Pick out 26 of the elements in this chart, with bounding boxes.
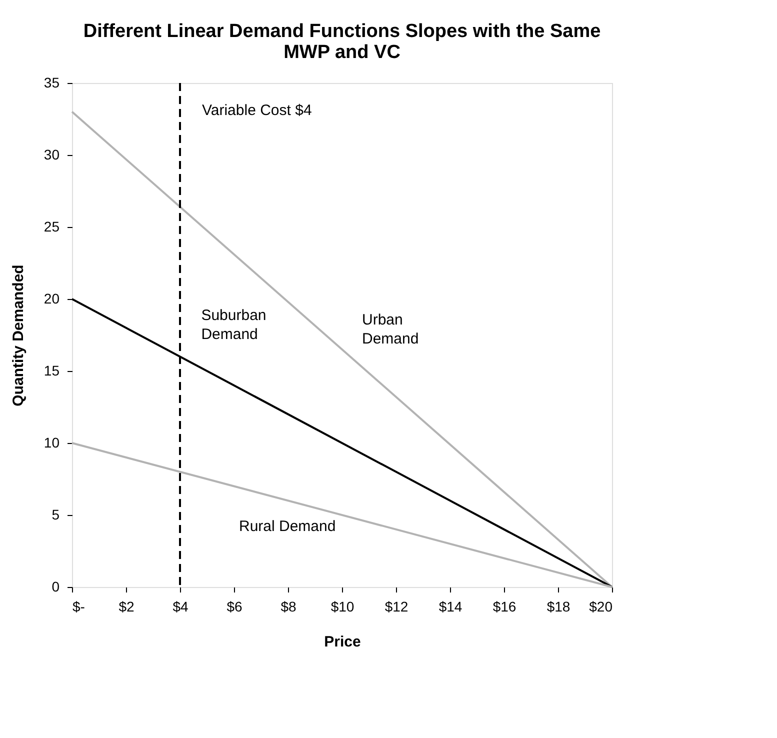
ref-line-label: Variable Cost $4 bbox=[202, 102, 312, 119]
y-tick-label: 20 bbox=[44, 290, 60, 306]
chart-title: Different Linear Demand Functions Slopes with the Same MWP and VC bbox=[83, 21, 601, 63]
y-axis-title: Quantity Demanded bbox=[10, 264, 27, 406]
x-tick-label: $10 bbox=[330, 598, 354, 614]
series-label: Suburban Demand bbox=[201, 307, 266, 344]
y-tick-label: 0 bbox=[52, 578, 60, 594]
x-tick-label: $20 bbox=[589, 598, 613, 614]
x-tick-label: $18 bbox=[546, 598, 570, 614]
x-tick-label: $4 bbox=[172, 598, 188, 614]
x-tick-label: $6 bbox=[226, 598, 242, 614]
x-tick-label: $12 bbox=[384, 598, 408, 614]
y-tick-label: 5 bbox=[52, 506, 60, 522]
x-tick-label: $- bbox=[72, 598, 86, 614]
x-tick-label: $14 bbox=[438, 598, 462, 614]
series-label: Rural Demand bbox=[239, 518, 336, 536]
x-tick-label: $8 bbox=[280, 598, 296, 614]
y-tick-label: 10 bbox=[44, 434, 60, 450]
y-tick-label: 25 bbox=[44, 218, 60, 234]
x-tick-label: $16 bbox=[492, 598, 516, 614]
x-axis-title: Price bbox=[324, 634, 361, 650]
y-tick-label: 15 bbox=[44, 362, 60, 378]
x-tick-label: $2 bbox=[118, 598, 134, 614]
series-label: Urban Demand bbox=[362, 311, 419, 348]
y-tick-label: 30 bbox=[44, 146, 60, 162]
y-tick-label: 35 bbox=[44, 74, 60, 90]
